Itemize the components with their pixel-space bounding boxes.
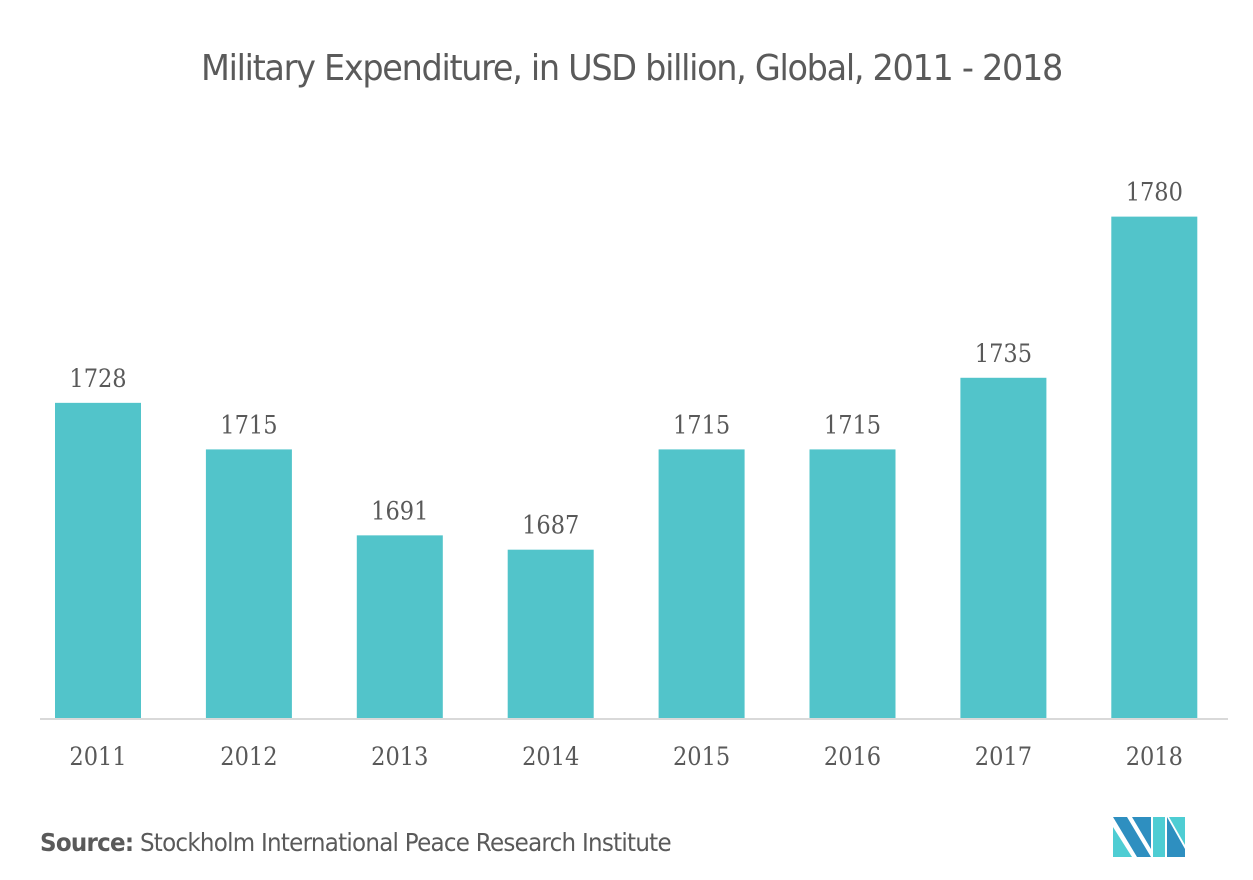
data-label-2016: 1715 <box>824 410 881 439</box>
bars-group <box>55 216 1198 718</box>
x-tick-label-2012: 2012 <box>220 742 277 771</box>
x-tick-label-2017: 2017 <box>975 742 1032 771</box>
bar-2017 <box>960 377 1047 718</box>
data-label-2015: 1715 <box>673 410 730 439</box>
bar-2013 <box>356 535 443 718</box>
source-label: Source: <box>40 828 134 857</box>
data-label-2017: 1735 <box>975 339 1032 368</box>
data-labels-group: 1728 1715 1691 1687 1715 1715 1735 1780 <box>69 177 1183 539</box>
data-label-2018: 1780 <box>1126 177 1183 206</box>
data-label-2011: 1728 <box>69 364 126 393</box>
bar-2015 <box>658 449 745 718</box>
bar-2016 <box>809 449 896 718</box>
bar-2012 <box>205 449 292 718</box>
x-tick-label-2018: 2018 <box>1126 742 1183 771</box>
chart-title: Military Expenditure, in USD billion, Gl… <box>201 48 1063 89</box>
data-label-2013: 1691 <box>371 496 428 525</box>
mordor-intelligence-logo-icon <box>1113 817 1185 857</box>
source-text: Stockholm International Peace Research I… <box>133 828 672 857</box>
data-label-2014: 1687 <box>522 511 579 540</box>
x-tick-label-2013: 2013 <box>371 742 428 771</box>
bar-2014 <box>507 549 594 718</box>
x-tick-label-2015: 2015 <box>673 742 730 771</box>
x-tick-label-2014: 2014 <box>522 742 579 771</box>
x-tick-label-2016: 2016 <box>824 742 881 771</box>
x-tick-labels-group: 2011 2012 2013 2014 2015 2016 2017 2018 <box>69 742 1183 771</box>
x-tick-label-2011: 2011 <box>69 742 126 771</box>
data-label-2012: 1715 <box>220 410 277 439</box>
bar-2018 <box>1111 216 1198 718</box>
source-note: Source: Stockholm International Peace Re… <box>40 828 672 857</box>
bar-2011 <box>55 402 141 718</box>
